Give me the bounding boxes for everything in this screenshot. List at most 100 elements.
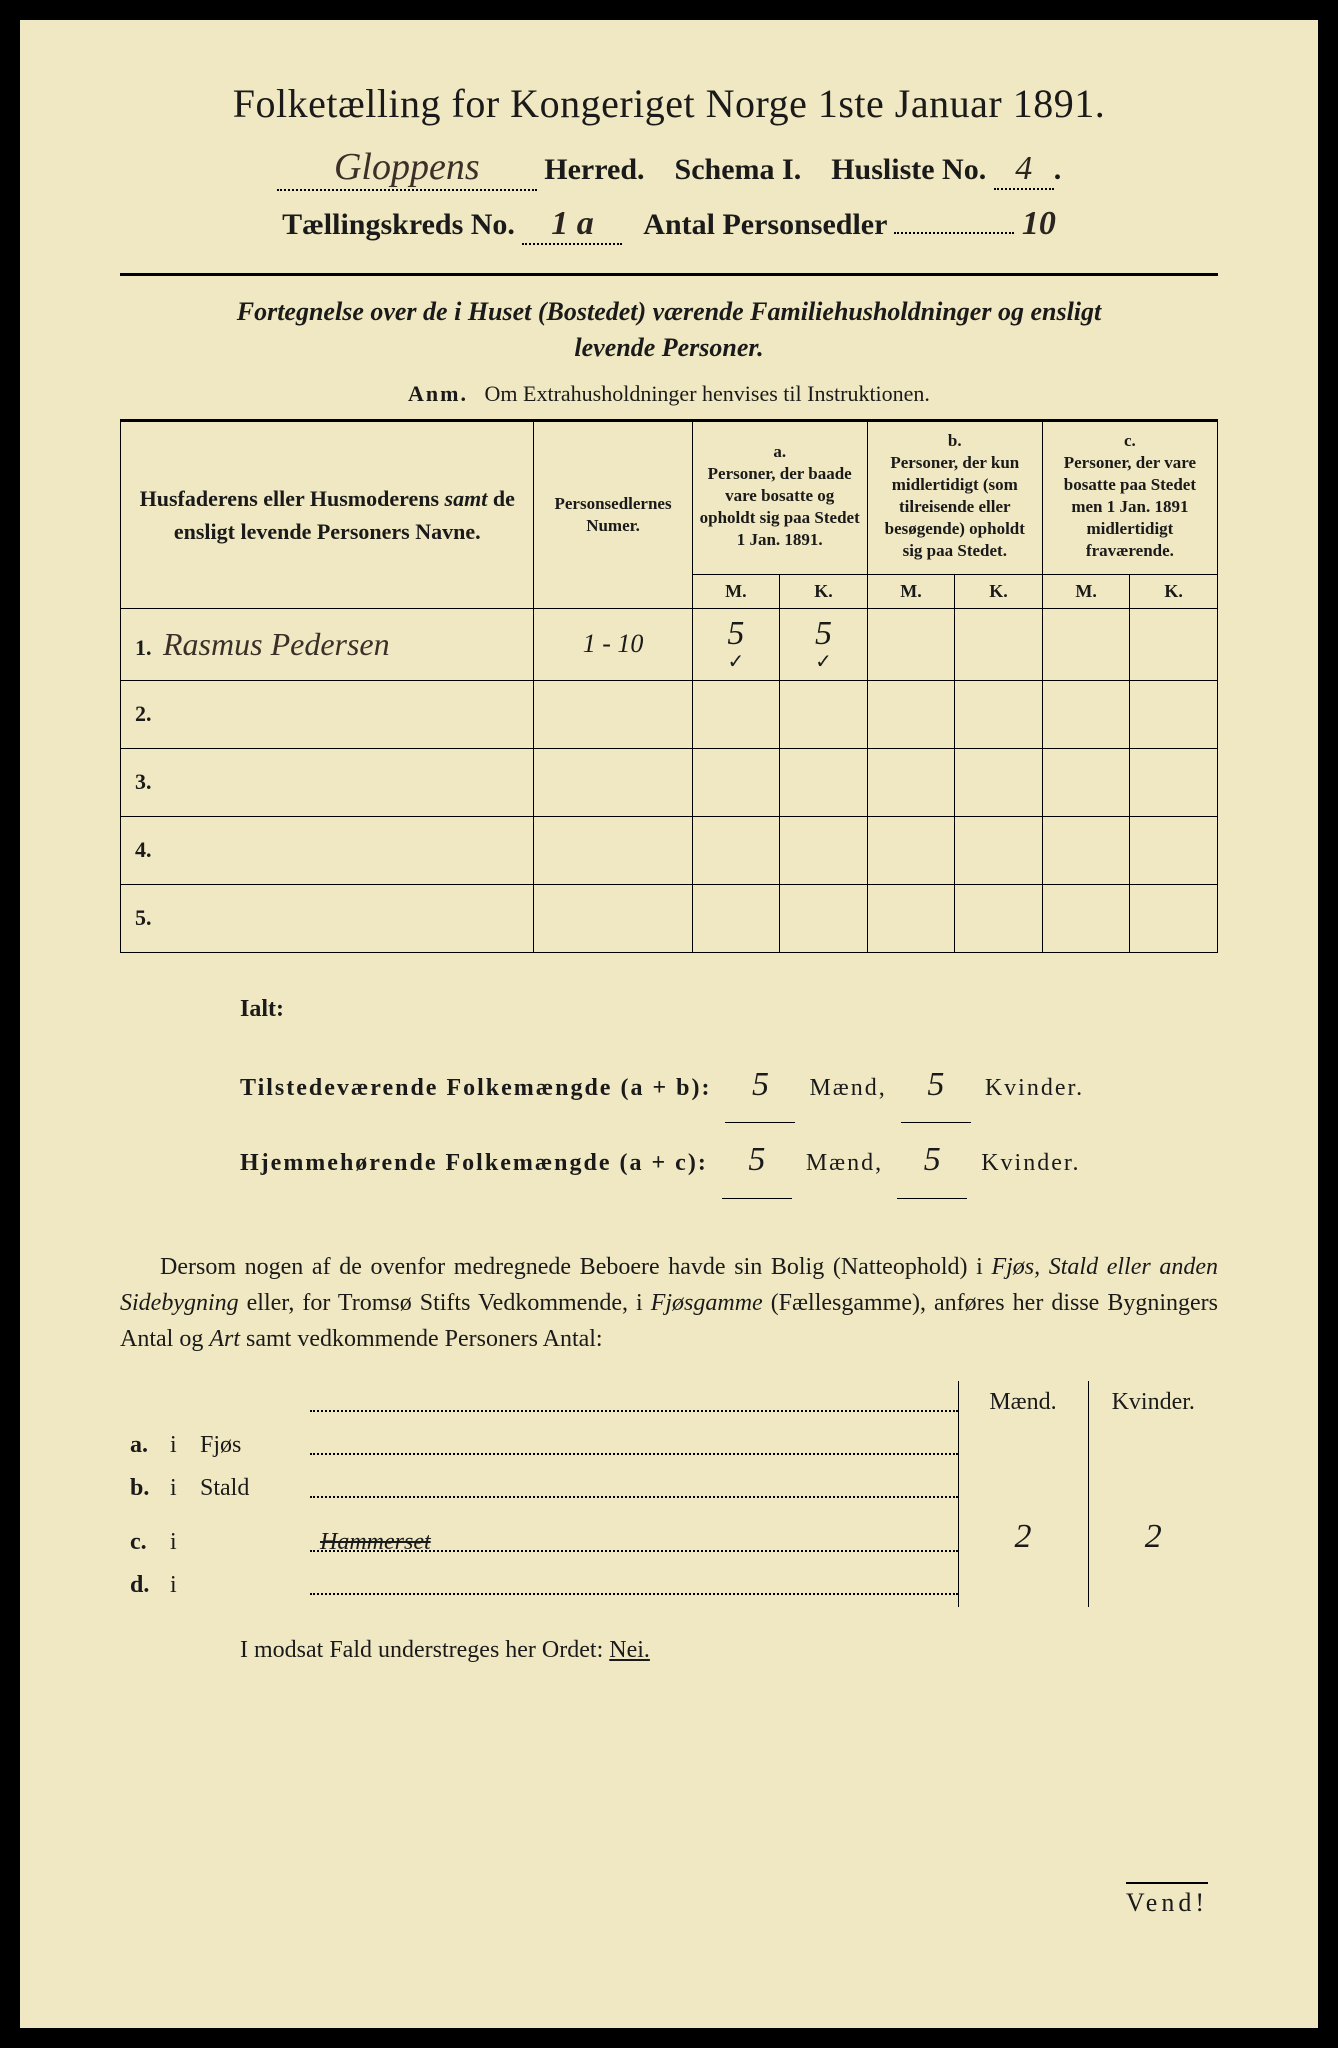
row-name: 3. <box>121 748 534 816</box>
bldg-k: 2 <box>1088 1510 1218 1564</box>
schema-label: Schema I. <box>675 153 802 186</box>
row-a-k <box>780 680 868 748</box>
row-b-k <box>955 680 1043 748</box>
row-name: 4. <box>121 816 534 884</box>
col-a-m: M. <box>692 574 780 608</box>
col-b-k: K. <box>955 574 1043 608</box>
r1-maend: 5 <box>725 1048 795 1124</box>
household-table: Husfaderens eller Husmoderens samt de en… <box>120 419 1218 953</box>
bldg-dots <box>310 1564 958 1607</box>
totals-row-2: Hjemmehørende Folkemængde (a + c): 5 Mæn… <box>240 1123 1218 1199</box>
table-row: 5. <box>121 884 1218 952</box>
bldg-row: a. i Fjøs <box>120 1424 1218 1467</box>
row-a-m <box>692 680 780 748</box>
r1-kvinder: 5 <box>901 1048 971 1124</box>
row-c-m <box>1042 816 1130 884</box>
row-b-m <box>867 748 955 816</box>
bldg-m <box>958 1564 1088 1607</box>
row-a-k <box>780 748 868 816</box>
nei-line: I modsat Fald understreges her Ordet: Ne… <box>240 1637 1218 1664</box>
anm-line: Anm. Om Extrahusholdninger henvises til … <box>120 381 1218 407</box>
anm-text: Om Extrahusholdninger henvises til Instr… <box>485 381 930 406</box>
bldg-i: i <box>160 1564 190 1607</box>
bldg-m <box>958 1424 1088 1467</box>
building-paragraph: Dersom nogen af de ovenfor medregnede Be… <box>120 1249 1218 1357</box>
row-b-m <box>867 884 955 952</box>
row-b-k <box>955 608 1043 680</box>
bldg-k <box>1088 1424 1218 1467</box>
bldg-label: d. <box>120 1564 160 1607</box>
col-names-header: Husfaderens eller Husmoderens samt de en… <box>121 420 534 608</box>
header-line-3: Tællingskreds No. 1 a Antal Personsedler… <box>120 205 1218 245</box>
row-a-m <box>692 748 780 816</box>
bldg-k <box>1088 1564 1218 1607</box>
bldg-type <box>190 1510 310 1564</box>
husliste-no: 4 <box>994 150 1054 190</box>
herred-label: Herred. <box>544 153 644 186</box>
page-title: Folketælling for Kongeriget Norge 1ste J… <box>120 80 1218 127</box>
totals-block: Ialt: Tilstedeværende Folkemængde (a + b… <box>240 983 1218 1199</box>
bldg-type: Stald <box>190 1467 310 1510</box>
col-c-k: K. <box>1130 574 1218 608</box>
row-c-k <box>1130 748 1218 816</box>
bldg-label: c. <box>120 1510 160 1564</box>
col-b-m: M. <box>867 574 955 608</box>
antal-value: 10 <box>1022 205 1056 243</box>
bldg-dots <box>310 1467 958 1510</box>
table-row: 3. <box>121 748 1218 816</box>
bldg-dots: Hammerset <box>310 1510 958 1564</box>
nei-word: Nei. <box>609 1637 650 1663</box>
r2-kvinder: 5 <box>897 1123 967 1199</box>
row-number <box>534 748 692 816</box>
row-a-m <box>692 884 780 952</box>
row-b-k <box>955 816 1043 884</box>
subtitle-line2: levende Personer. <box>120 330 1218 366</box>
row-a-m <box>692 816 780 884</box>
row-c-k <box>1130 816 1218 884</box>
row-b-m <box>867 608 955 680</box>
ialt-title: Ialt: <box>240 983 1218 1036</box>
bldg-m: 2 <box>958 1510 1088 1564</box>
col-a-header: a. Personer, der baade vare bosatte og o… <box>692 420 867 570</box>
subtitle-block: Fortegnelse over de i Huset (Bostedet) v… <box>120 273 1218 407</box>
bldg-i: i <box>160 1467 190 1510</box>
row-b-m <box>867 680 955 748</box>
row-c-m <box>1042 680 1130 748</box>
bldg-label: a. <box>120 1424 160 1467</box>
row-number <box>534 884 692 952</box>
row-name: 5. <box>121 884 534 952</box>
bldg-i: i <box>160 1424 190 1467</box>
bldg-type <box>190 1564 310 1607</box>
bldg-i: i <box>160 1510 190 1564</box>
herred-name: Gloppens <box>277 145 537 191</box>
bldg-type: Fjøs <box>190 1424 310 1467</box>
antal-label: Antal Personsedler <box>643 208 887 241</box>
table-row: 1. Rasmus Pedersen 1 - 10 5✓ 5✓ <box>121 608 1218 680</box>
row-c-k <box>1130 680 1218 748</box>
col-c-m: M. <box>1042 574 1130 608</box>
col-a-k: K. <box>780 574 868 608</box>
census-page: Folketælling for Kongeriget Norge 1ste J… <box>0 0 1338 2048</box>
bldg-kvinder-hdr: Kvinder. <box>1088 1381 1218 1424</box>
bldg-maend-hdr: Mænd. <box>958 1381 1088 1424</box>
bldg-m <box>958 1467 1088 1510</box>
row-a-k <box>780 816 868 884</box>
r2-maend: 5 <box>722 1123 792 1199</box>
kreds-label: Tællingskreds No. <box>282 208 515 241</box>
row-c-k <box>1130 884 1218 952</box>
row-b-k <box>955 884 1043 952</box>
table-row: 4. <box>121 816 1218 884</box>
row-c-m <box>1042 884 1130 952</box>
row-c-m <box>1042 608 1130 680</box>
row-number: 1 - 10 <box>534 608 692 680</box>
row-a-m: 5✓ <box>692 608 780 680</box>
row-b-k <box>955 748 1043 816</box>
table-row: 2. <box>121 680 1218 748</box>
header-line-2: Gloppens Herred. Schema I. Husliste No. … <box>120 145 1218 191</box>
bldg-k <box>1088 1467 1218 1510</box>
kreds-no: 1 a <box>522 205 622 245</box>
row-a-k <box>780 884 868 952</box>
totals-row-1: Tilstedeværende Folkemængde (a + b): 5 M… <box>240 1048 1218 1124</box>
col-number-header: Personsedlernes Numer. <box>534 420 692 608</box>
row-number <box>534 680 692 748</box>
